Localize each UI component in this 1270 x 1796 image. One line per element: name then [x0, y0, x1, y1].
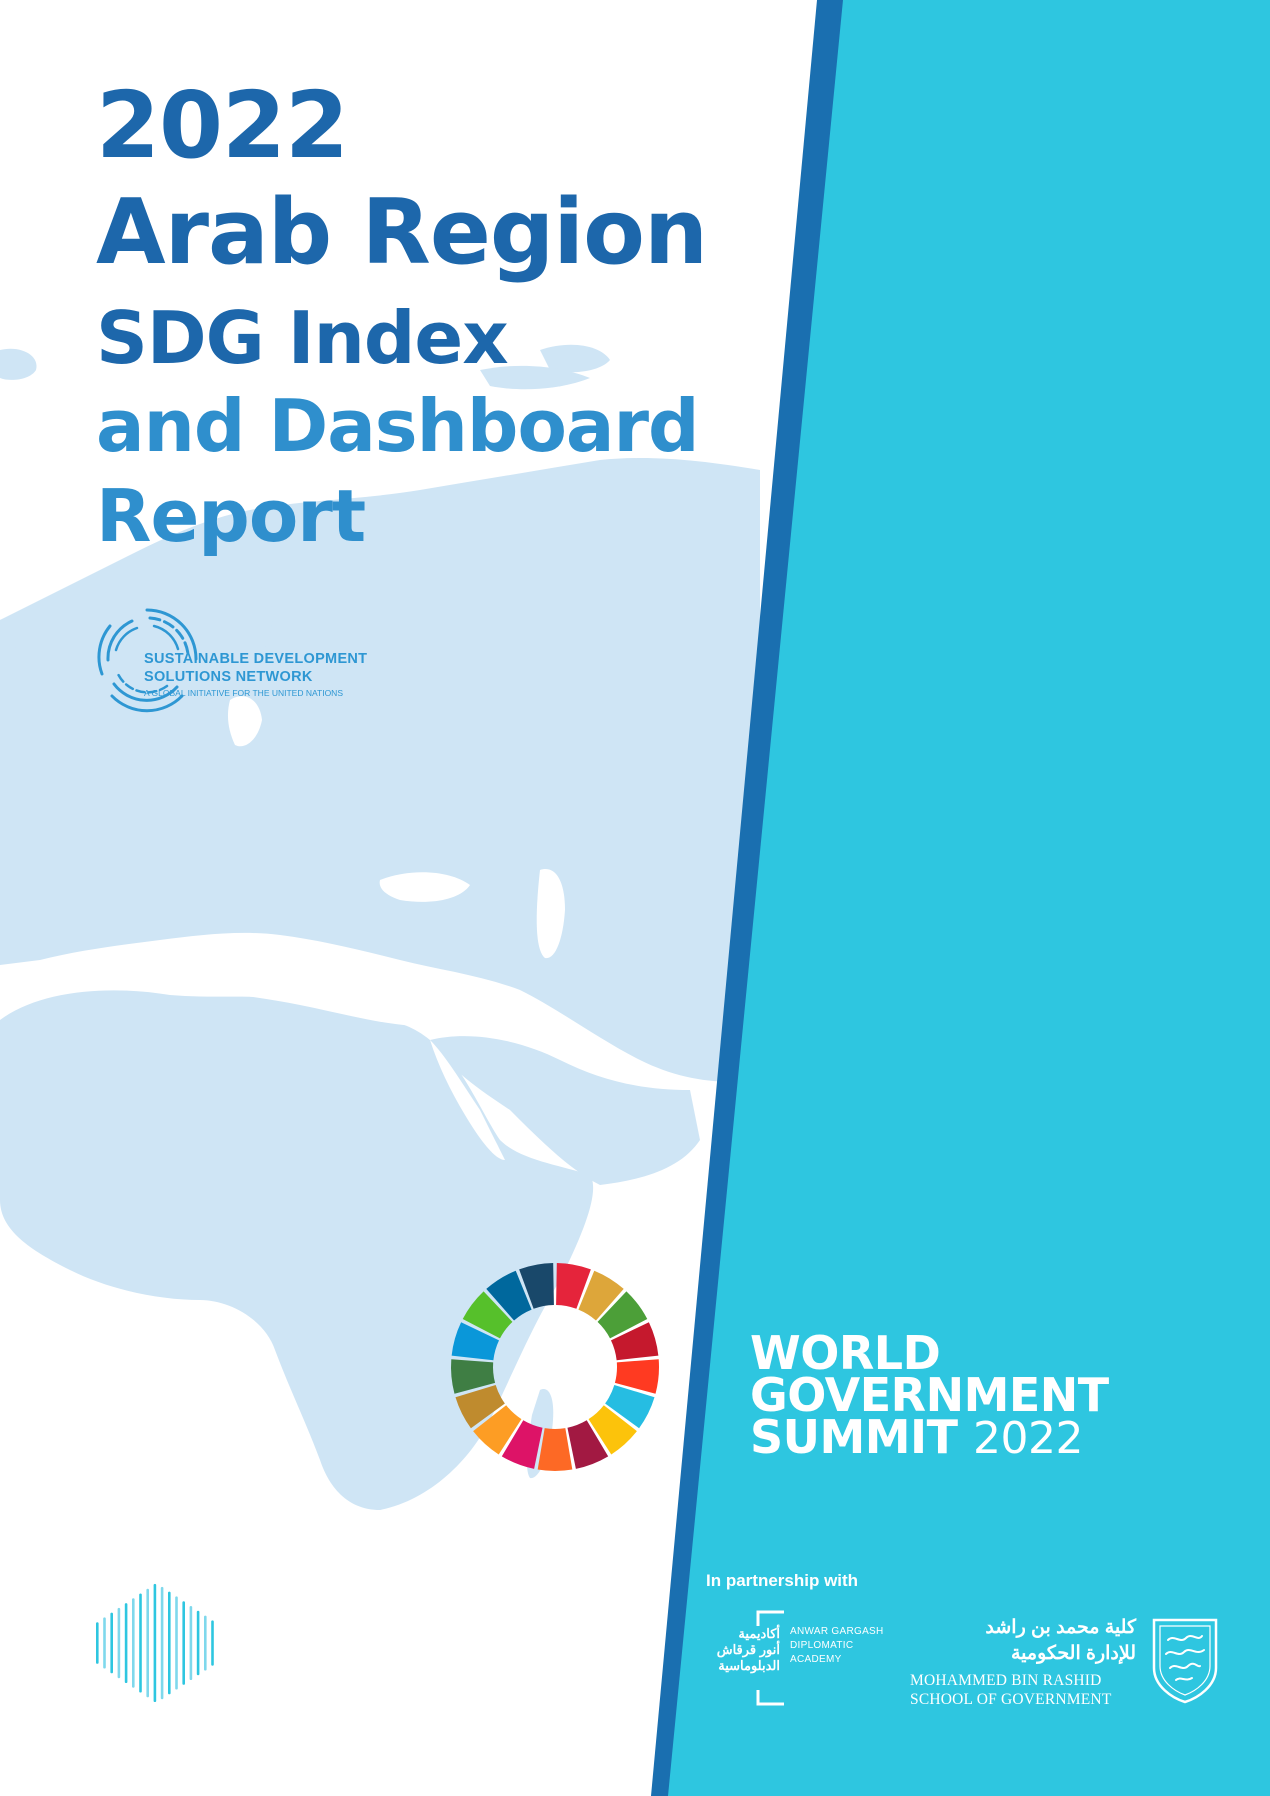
title-dashboard: and Dashboard	[96, 384, 700, 468]
map-persian-gulf	[570, 1040, 620, 1076]
sdsn-name-line-2: SOLUTIONS NETWORK	[144, 669, 313, 685]
concentric-rings-icon	[97, 608, 198, 713]
sdsn-name-line-1: SUSTAINABLE DEVELOPMENT	[144, 651, 368, 667]
summit-mark-bar	[146, 1588, 149, 1698]
mbrsg-english-line-2: SCHOOL OF GOVERNMENT	[910, 1691, 1112, 1708]
summit-word-summit: SUMMIT	[750, 1410, 958, 1464]
sdg-wheel-segment	[556, 1263, 591, 1309]
summit-mark-bar	[204, 1615, 207, 1671]
map-iceland	[0, 616, 35, 648]
map-caspian	[536, 869, 565, 959]
sdg-wheel-segment	[519, 1263, 554, 1309]
bracket-icon	[756, 1610, 784, 1706]
cyan-panel	[662, 0, 1270, 1796]
map-arctic	[480, 365, 590, 390]
map-baltic	[227, 696, 262, 747]
title-report: Report	[96, 474, 366, 558]
summit-mark-bar	[175, 1596, 178, 1690]
title-sdg-index: SDG Index	[96, 296, 509, 380]
summit-mark-bar	[211, 1620, 214, 1666]
summit-mark-bar	[117, 1607, 121, 1679]
summit-word-world: WORLD	[750, 1326, 941, 1380]
sdg-wheel-segments	[451, 1263, 659, 1471]
sdg-wheel-segment	[473, 1405, 522, 1455]
map-scandinavia	[130, 571, 273, 717]
summit-mark-bar	[168, 1591, 171, 1695]
summit-mark-bar	[160, 1586, 164, 1700]
sdg-color-wheel-icon	[451, 1263, 659, 1471]
summit-mark-bars	[96, 1583, 214, 1702]
anwar-arabic-line-1: أكاديمية	[738, 1626, 780, 1641]
blue-diagonal-stripe	[651, 0, 843, 1796]
map-africa	[0, 990, 594, 1510]
summit-mark-bar	[132, 1598, 135, 1688]
sdg-wheel-segment	[605, 1385, 655, 1429]
map-black-sea	[379, 872, 470, 902]
map-svalbard	[540, 344, 610, 373]
summit-mark-bar	[189, 1606, 193, 1680]
map-red-sea	[430, 1040, 505, 1160]
summit-mark-bar	[124, 1603, 128, 1683]
sdg-wheel-segment	[455, 1385, 505, 1429]
sdg-wheel-segment	[610, 1322, 659, 1361]
sdg-wheel-segment	[597, 1291, 648, 1339]
summit-mark-bar	[110, 1612, 113, 1674]
summit-year: 2022	[973, 1413, 1084, 1464]
sdg-wheel-segment	[537, 1428, 573, 1471]
sdsn-logo: SUSTAINABLE DEVELOPMENT SOLUTIONS NETWOR…	[92, 604, 452, 744]
summit-mark-bar	[196, 1610, 200, 1676]
sdg-wheel-segment	[451, 1359, 496, 1394]
mbrsg-english-line-1: MOHAMMED BIN RASHID	[910, 1672, 1102, 1689]
map-arabia	[430, 1036, 700, 1185]
title-year: 2022	[96, 72, 349, 179]
anwar-gargash-academy-logo: أكاديمية أنور قرقاش الدبلوماسية ANWAR GA…	[700, 1610, 900, 1706]
mbrsg-arabic-line-1: كلية محمد بن راشد	[985, 1617, 1136, 1638]
summit-mark-bar	[139, 1593, 142, 1693]
sdsn-tagline: A GLOBAL INITIATIVE FOR THE UNITED NATIO…	[144, 688, 343, 698]
sdg-wheel-segment	[462, 1291, 513, 1339]
summit-mark-bar	[103, 1617, 106, 1669]
sdg-wheel-segment	[486, 1270, 532, 1321]
summit-word-summit-line: SUMMIT 2022	[750, 1414, 1109, 1461]
mbrsg-logo: كلية محمد بن راشد للإدارة الحكومية MOHAM…	[908, 1614, 1228, 1714]
anwar-arabic-line-2: أنور قرقاش	[716, 1642, 780, 1657]
sdg-wheel-segment	[567, 1420, 609, 1469]
sdg-wheel-segment	[614, 1359, 659, 1394]
sdg-wheel-segment	[451, 1322, 500, 1361]
map-uk	[67, 731, 111, 805]
summit-mark-bar	[96, 1622, 99, 1664]
anwar-arabic-line-3: الدبلوماسية	[718, 1658, 780, 1673]
sdg-wheel-segment	[501, 1420, 543, 1469]
anwar-english-line-2: DIPLOMATIC	[790, 1640, 854, 1651]
title-region: Arab Region	[96, 180, 708, 285]
summit-mark-bar	[153, 1583, 157, 1702]
anwar-english-line-3: ACADEMY	[790, 1654, 842, 1665]
mbrsg-arabic-line-2: للإدارة الحكومية	[1010, 1643, 1136, 1664]
summit-word-government: GOVERNMENT	[750, 1368, 1109, 1422]
crest-icon	[1152, 1618, 1218, 1704]
sdg-wheel-segment	[578, 1270, 624, 1321]
summit-mark-icon	[96, 1583, 214, 1702]
map-north-islands	[0, 348, 37, 380]
sdg-wheel-segment	[588, 1405, 637, 1455]
map-mediterranean	[90, 953, 443, 1026]
anwar-english-line-1: ANWAR GARGASH	[790, 1626, 884, 1637]
partnership-label: In partnership with	[706, 1571, 859, 1590]
world-government-summit-logo: WORLD GOVERNMENT SUMMIT 2022	[750, 1326, 1109, 1461]
summit-mark-bar	[182, 1601, 185, 1685]
